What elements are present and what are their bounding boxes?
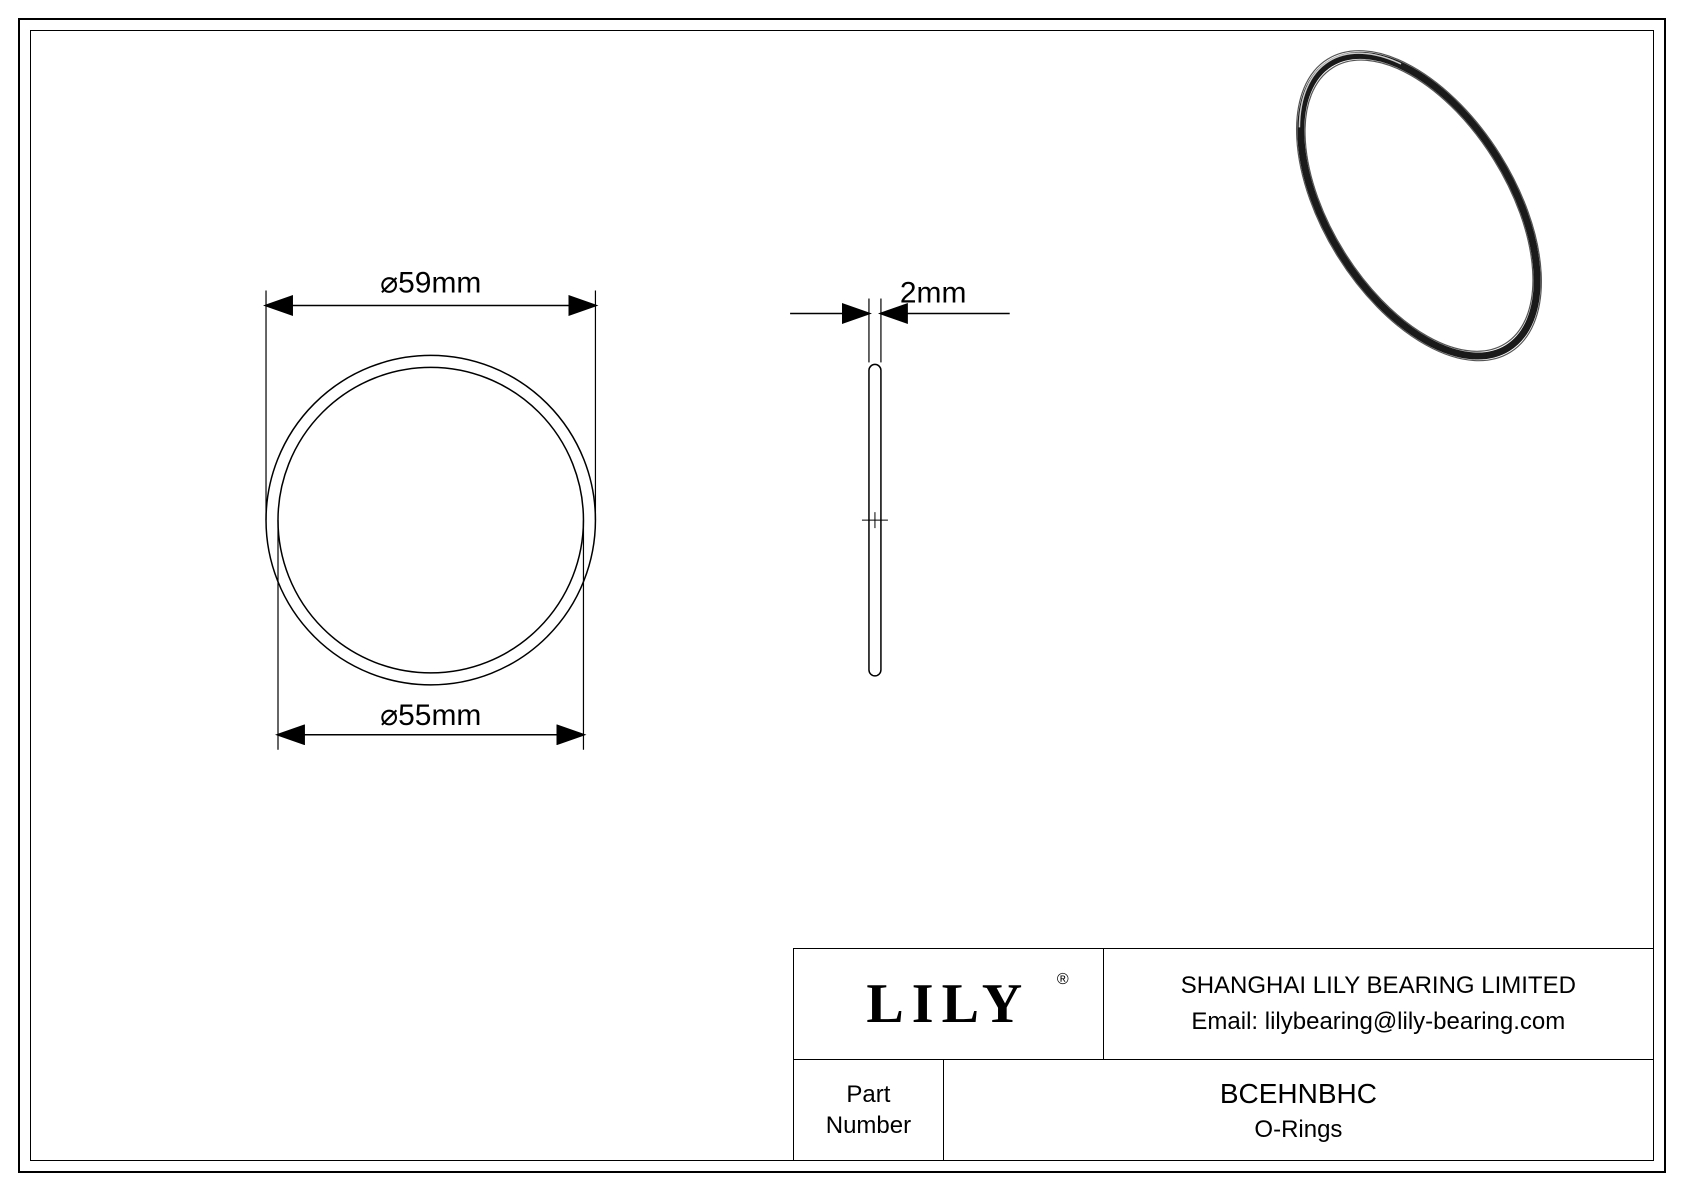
part-number-label: Part Number bbox=[826, 1079, 911, 1141]
front-view: ⌀59mm ⌀55mm bbox=[266, 267, 595, 750]
company-name: SHANGHAI LILY BEARING LIMITED bbox=[1181, 968, 1576, 1004]
side-view: 2mm bbox=[790, 277, 1010, 676]
logo-cell: LILY ® bbox=[794, 949, 1104, 1059]
inner-diameter-label: ⌀55mm bbox=[380, 699, 481, 732]
title-block-row-2: Part Number BCEHNBHC O-Rings bbox=[794, 1060, 1653, 1160]
isometric-view bbox=[1246, 31, 1592, 403]
logo-text: LILY bbox=[866, 972, 1030, 1036]
outer-diameter-label: ⌀59mm bbox=[380, 267, 481, 300]
part-number: BCEHNBHC bbox=[1220, 1074, 1377, 1113]
part-number-value-cell: BCEHNBHC O-Rings bbox=[944, 1060, 1653, 1160]
registered-mark: ® bbox=[1057, 971, 1069, 989]
inner-frame: ⌀59mm ⌀55mm 2mm bbox=[30, 30, 1654, 1161]
company-email: Email: lilybearing@lily-bearing.com bbox=[1191, 1004, 1565, 1040]
title-block-row-1: LILY ® SHANGHAI LILY BEARING LIMITED Ema… bbox=[794, 949, 1653, 1060]
company-cell: SHANGHAI LILY BEARING LIMITED Email: lil… bbox=[1104, 949, 1653, 1059]
part-number-label-cell: Part Number bbox=[794, 1060, 944, 1160]
part-description: O-Rings bbox=[1254, 1113, 1342, 1147]
page: ⌀59mm ⌀55mm 2mm bbox=[0, 0, 1684, 1191]
title-block: LILY ® SHANGHAI LILY BEARING LIMITED Ema… bbox=[793, 948, 1653, 1160]
thickness-label: 2mm bbox=[900, 277, 967, 310]
